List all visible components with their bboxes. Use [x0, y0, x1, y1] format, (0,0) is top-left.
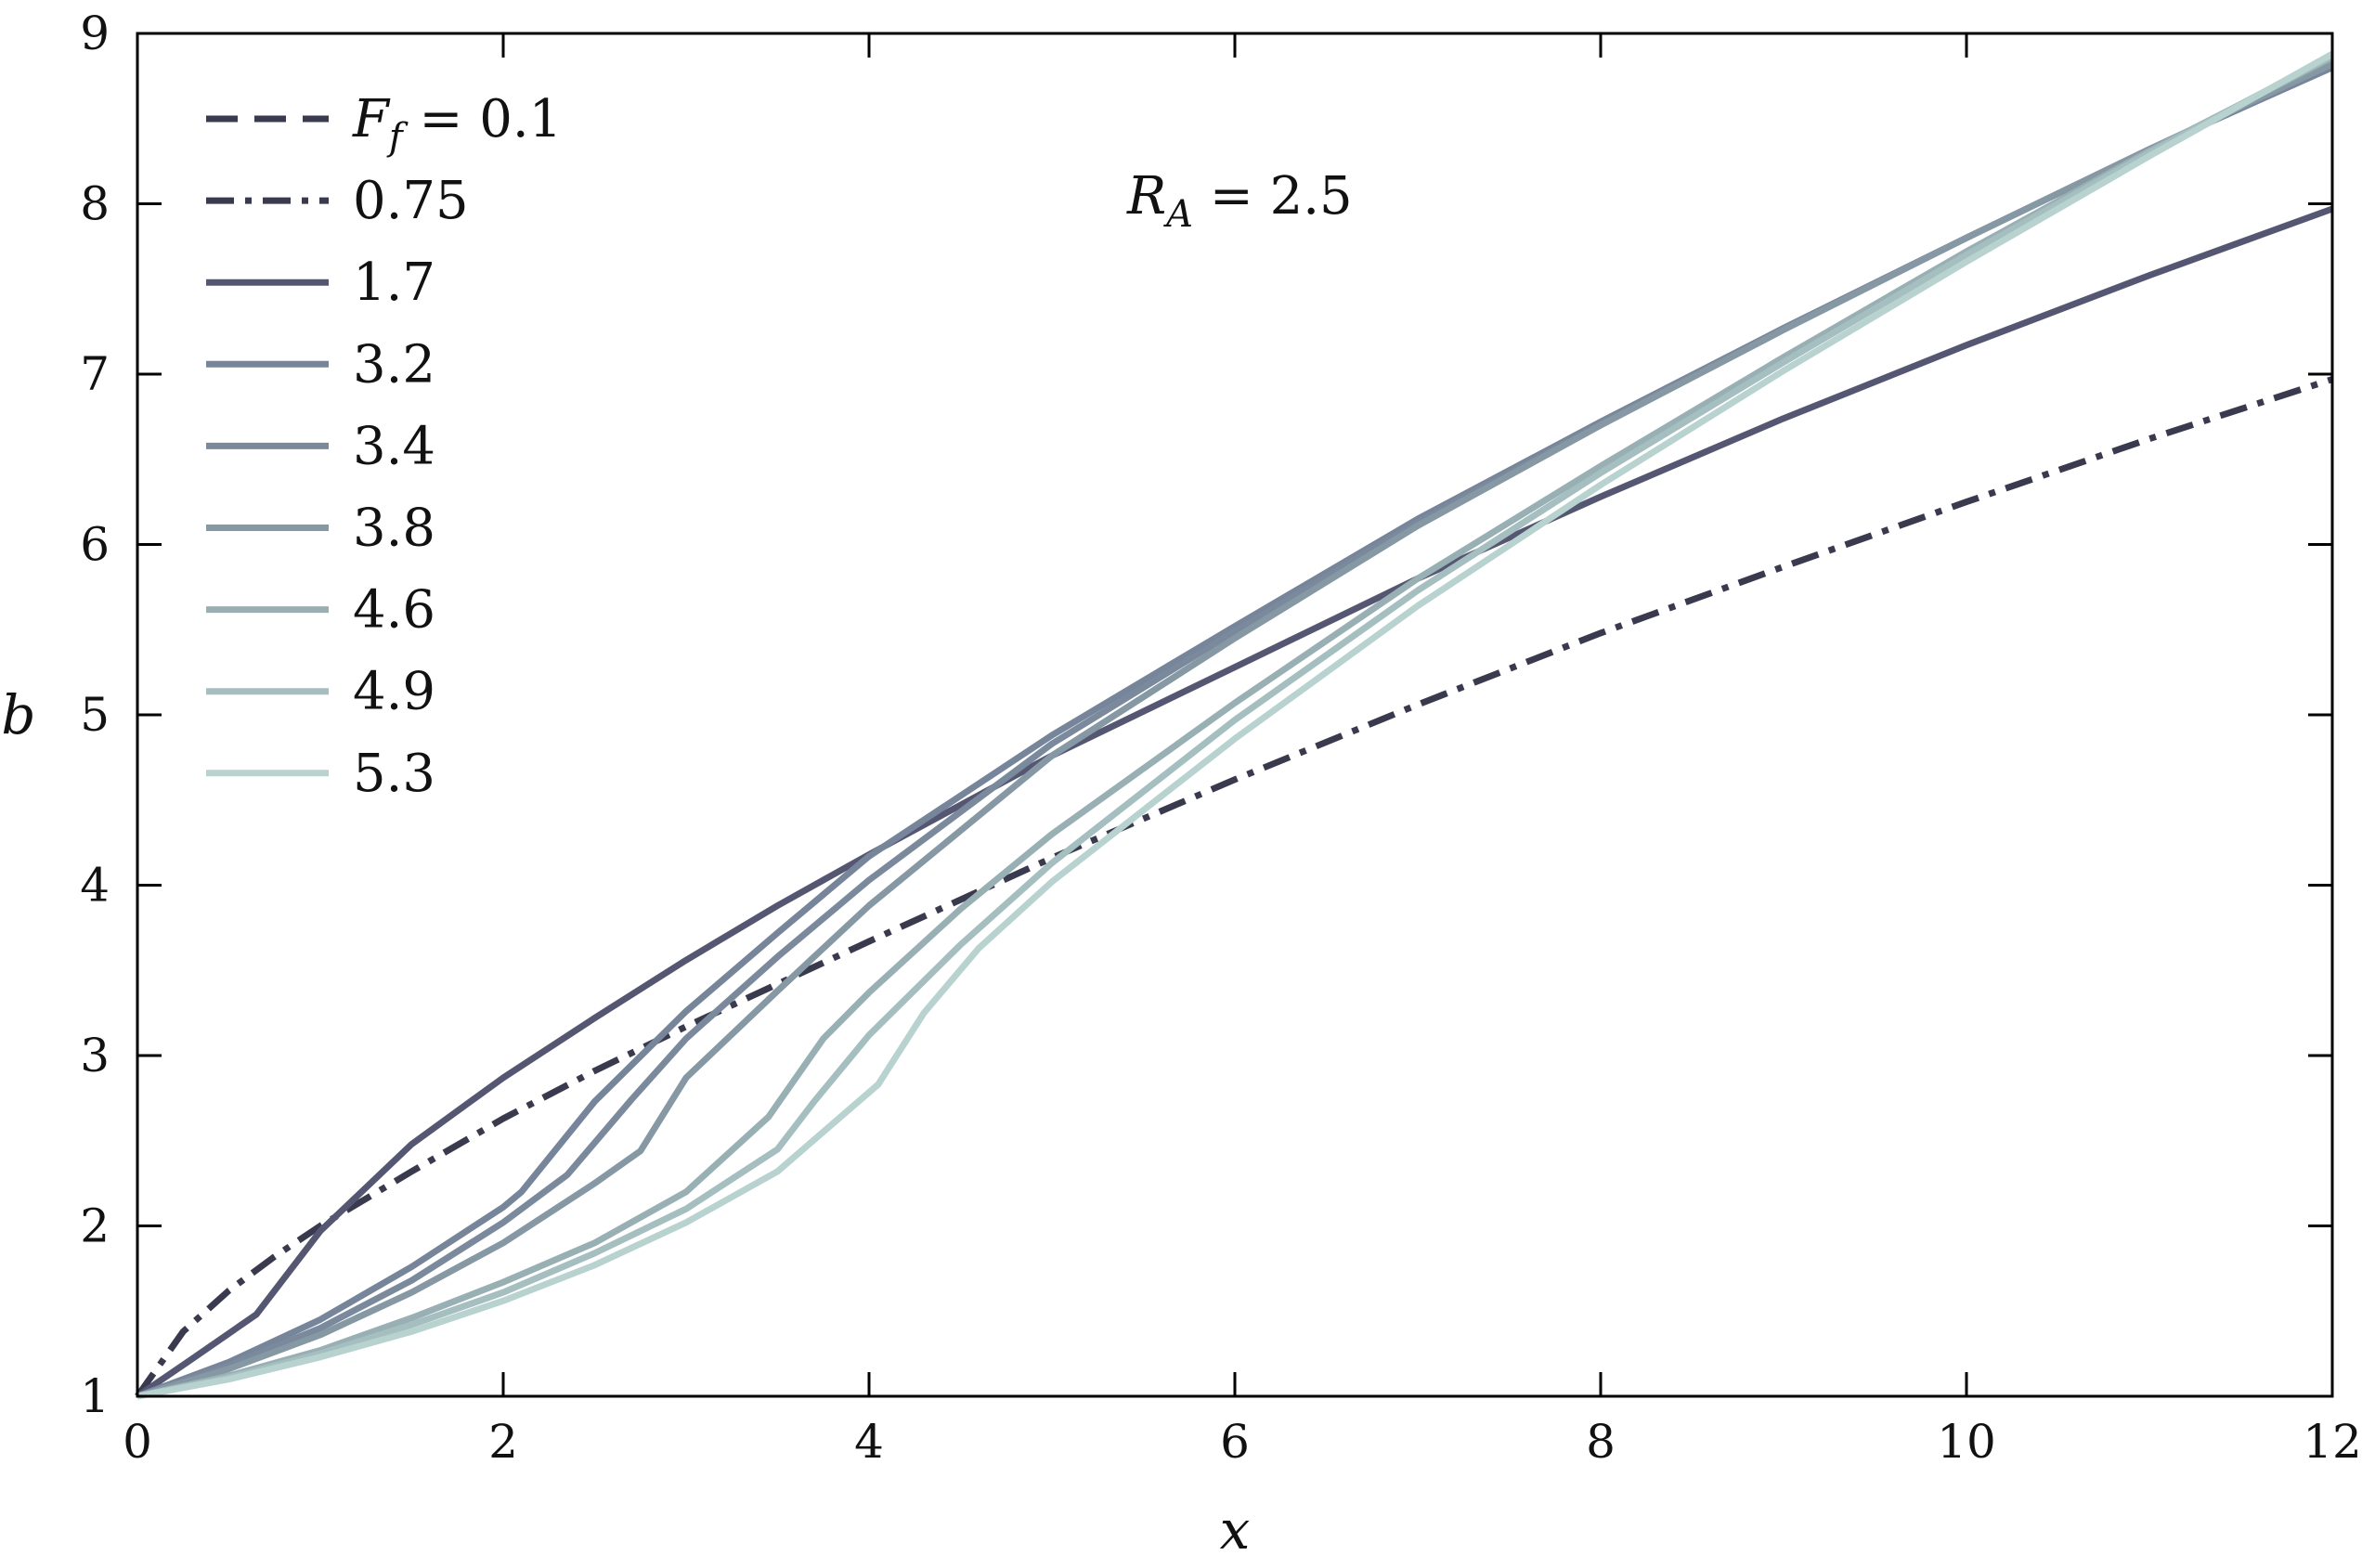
legend-label-4-6: 4.6: [353, 580, 435, 641]
legend-symbol: F: [352, 89, 391, 149]
series-line-1-7: [136, 205, 2334, 1399]
y-tick-label: 6: [80, 518, 110, 572]
legend-first-value: = 0.1: [403, 89, 563, 149]
series-line-3-8: [136, 60, 2334, 1400]
series-line-5-3: [136, 50, 2334, 1400]
plot-lines: [135, 50, 2334, 1400]
y-tick-label: 2: [80, 1199, 110, 1253]
legend-label-3-8: 3.8: [353, 499, 435, 559]
y-axis-label: b: [1, 683, 35, 746]
annotation-ra: RA = 2.5: [1126, 166, 1353, 236]
x-tick-label: 2: [488, 1415, 518, 1469]
x-axis-label: x: [1220, 1498, 1251, 1562]
series-line-0-75: [135, 376, 2334, 1399]
y-tick-label: 3: [80, 1029, 110, 1082]
legend-label-1-7: 1.7: [353, 253, 435, 313]
series-line-4-9: [136, 52, 2334, 1400]
x-tick-label: 4: [854, 1415, 884, 1469]
legend-label-0-75: 0.75: [353, 171, 469, 231]
series-line-4-6: [136, 54, 2334, 1400]
legend-label-3-4: 3.4: [353, 416, 435, 476]
x-tick-label: 10: [1937, 1415, 1996, 1469]
y-tick-label: 5: [80, 688, 110, 742]
y-tick-label: 4: [80, 859, 110, 913]
x-tick-label: 8: [1586, 1415, 1616, 1469]
legend: Ff = 0.1 0.75 1.7 3.2 3.4 3.8 4.6 4.9 5.3: [206, 89, 562, 804]
legend-label-5-3: 5.3: [353, 744, 435, 804]
legend-label-4-9: 4.9: [353, 662, 435, 722]
legend-label-3-2: 3.2: [353, 334, 435, 395]
plot-frame: [136, 32, 2334, 1398]
x-tick-label: 6: [1220, 1415, 1250, 1469]
annotation-subscript: A: [1162, 193, 1193, 236]
annotation-symbol: R: [1126, 166, 1166, 227]
y-tick-label: 8: [80, 177, 110, 231]
annotation-value: = 2.5: [1193, 166, 1353, 227]
x-tick-label: 12: [2303, 1415, 2362, 1469]
legend-label-0-1: Ff = 0.1: [352, 89, 562, 159]
y-tick-label: 1: [80, 1369, 110, 1423]
x-tick-label: 0: [123, 1415, 152, 1469]
y-tick-label: 7: [80, 347, 110, 401]
y-tick-label: 9: [80, 6, 110, 60]
